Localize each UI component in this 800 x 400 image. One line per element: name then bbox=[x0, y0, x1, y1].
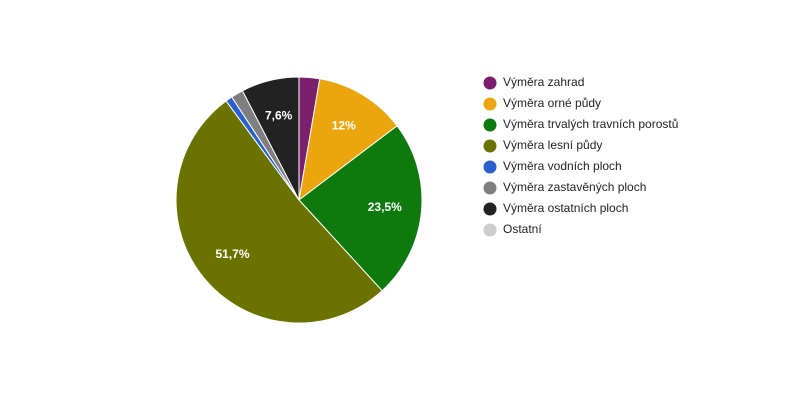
slice-label: 23,5% bbox=[368, 200, 402, 214]
legend-marker bbox=[483, 118, 497, 132]
slice-label: 7,6% bbox=[265, 109, 293, 123]
legend-label: Výměra lesní půdy bbox=[503, 138, 602, 152]
legend-marker bbox=[483, 76, 497, 90]
legend-marker bbox=[483, 181, 497, 195]
legend-label: Výměra ostatních ploch bbox=[503, 201, 628, 215]
pie-slice bbox=[298, 125, 423, 292]
legend-marker bbox=[483, 202, 497, 216]
pie-slice bbox=[175, 100, 383, 324]
legend-marker bbox=[483, 97, 497, 111]
pie-slice bbox=[298, 78, 398, 202]
legend-marker bbox=[483, 223, 497, 237]
slice-label: 51,7% bbox=[215, 247, 249, 261]
legend-label: Výměra zahrad bbox=[503, 75, 584, 89]
legend-label: Ostatní bbox=[503, 222, 542, 236]
legend-label: Výměra orné půdy bbox=[503, 96, 601, 110]
legend-label: Výměra zastavěných ploch bbox=[503, 180, 646, 194]
legend-label: Výměra vodních ploch bbox=[503, 159, 622, 173]
pie-slice bbox=[241, 76, 300, 201]
legend-marker bbox=[483, 139, 497, 153]
legend-label: Výměra trvalých travních porostů bbox=[503, 117, 678, 131]
legend-marker bbox=[483, 160, 497, 174]
slice-label: 12% bbox=[332, 119, 356, 133]
